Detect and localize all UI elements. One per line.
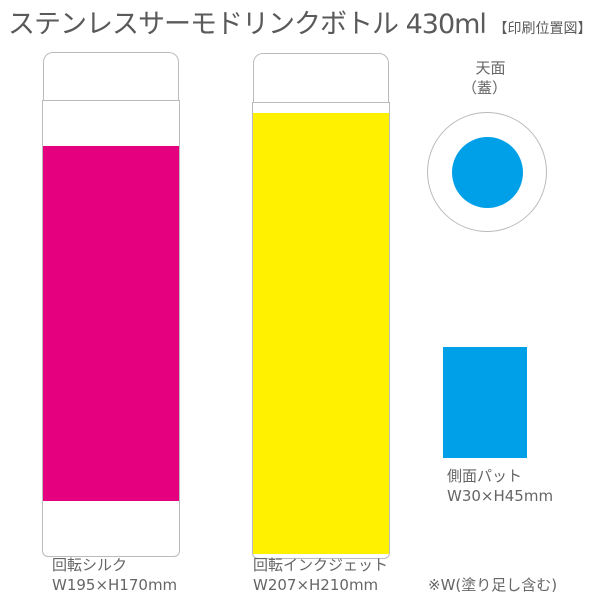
title-text: ステンレスサーモドリンクボトル 430ml <box>8 9 487 40</box>
inkjet-print-area <box>253 113 389 554</box>
side-pad-label: 側面パット W30×H45mm <box>447 466 553 506</box>
silk-label-size: W195×H170mm <box>52 576 178 594</box>
lid-circle <box>427 112 547 232</box>
silk-label: 回転シルク W195×H170mm <box>52 555 177 595</box>
bottle-silk-cap <box>43 52 179 101</box>
bottle-inkjet-body <box>252 102 390 559</box>
silk-print-area <box>43 146 179 501</box>
subtitle-text: 【印刷位置図】 <box>493 21 592 37</box>
inkjet-label-name: 回転インクジェット <box>253 556 389 574</box>
top-label-sub: （蓋） <box>462 79 508 97</box>
side-pad-label-name: 側面パット <box>447 467 523 485</box>
silk-label-name: 回転シルク <box>52 556 128 574</box>
top-label: 天面 （蓋） <box>462 58 507 98</box>
note-text: ※W(塗り足し含む) <box>428 576 558 594</box>
bottle-silk-body <box>42 100 180 557</box>
inkjet-label-size: W207×H210mm <box>253 576 379 594</box>
page-title: ステンレスサーモドリンクボトル 430ml 【印刷位置図】 <box>8 2 592 41</box>
inkjet-label: 回転インクジェット W207×H210mm <box>253 555 388 595</box>
side-pad-label-size: W30×H45mm <box>447 487 554 505</box>
top-label-name: 天面 <box>475 59 506 77</box>
lid-print-area <box>452 137 523 208</box>
bottle-inkjet-cap <box>253 53 389 103</box>
side-pad-print-area <box>443 347 527 458</box>
